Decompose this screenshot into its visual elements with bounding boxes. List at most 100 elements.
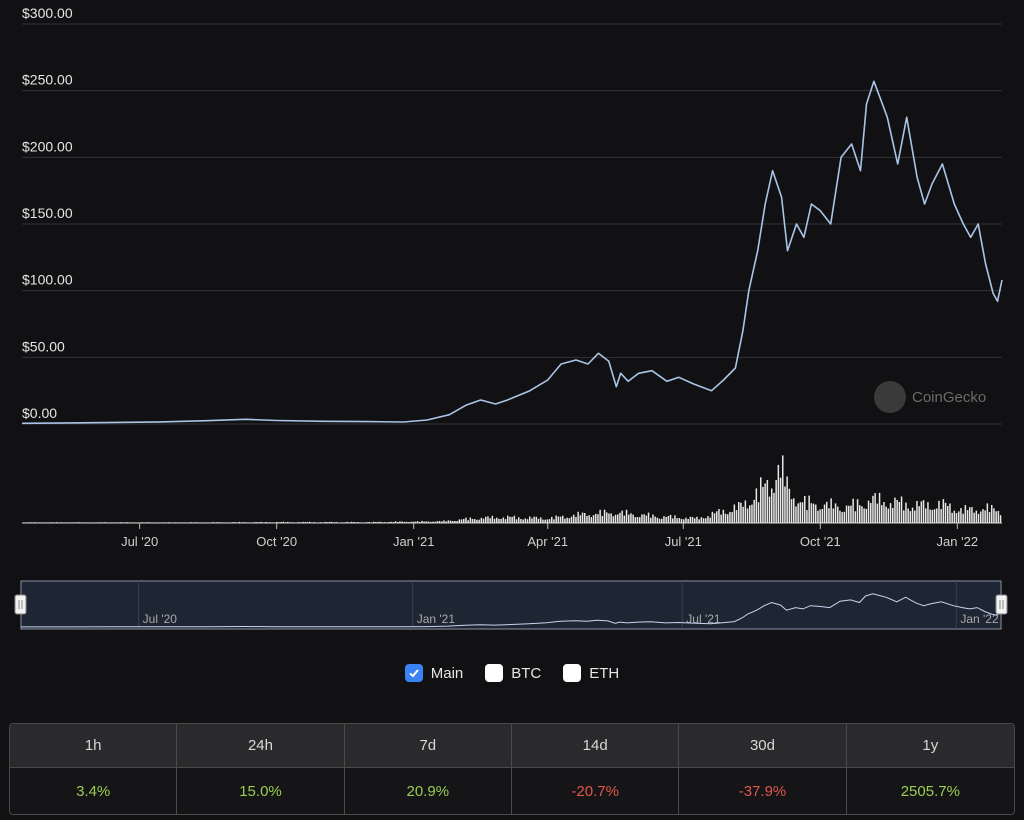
navigator-left-handle[interactable] [14,594,27,615]
volume-bar [320,522,322,523]
volume-bar [672,518,674,523]
navigator-right-handle[interactable] [995,594,1008,615]
volume-bar [628,514,630,523]
volume-bar [940,509,942,523]
legend-label-eth: ETH [589,664,620,682]
volume-bar [986,503,989,523]
volume-bar [172,522,175,523]
volume-bar [97,522,100,523]
navigator[interactable]: Jul '20 Jan '21 Jul '21 Jan '22 [14,580,1008,630]
volume-bar [619,512,621,523]
volume-bar [372,521,375,523]
volume-bar [139,522,142,523]
volume-bar [295,522,298,523]
volume-bar [247,522,249,523]
price-line [21,80,1003,425]
volume-bar [579,515,582,523]
volume-bar [903,510,905,523]
volume-bar [650,517,652,523]
volume-bar [56,522,58,523]
volume-bar [163,522,166,523]
volume-bar [346,521,348,523]
volume-bar [262,522,265,523]
performance-table: 1h 24h 7d 14d 30d 1y 3.4% 15.0% 20.9% -2… [9,723,1015,815]
volume-bar [898,502,901,523]
volume-bar [790,499,793,523]
volume-bar [240,522,243,523]
volume-bar [410,521,412,523]
eth-checkbox-icon[interactable] [563,664,582,682]
volume-bar [254,522,256,523]
volume-bar [801,502,804,523]
volume-bar [892,508,894,523]
volume-bar [896,499,898,523]
watermark-text: CoinGecko [912,389,986,406]
volume-bar [784,486,786,523]
volume-bar [854,511,857,523]
volume-bar [89,522,91,523]
volume-bar [502,517,505,523]
volume-bar [445,521,447,523]
volume-bar [434,521,436,523]
volume-bar [458,519,461,523]
volume-bar [630,513,632,523]
volume-bar [590,517,593,523]
volume-bar [124,522,126,523]
volume-bar [999,515,1002,523]
volume-bar [608,513,610,523]
volume-bar [392,522,395,523]
volume-bar [40,522,43,523]
volume-bar [861,506,863,523]
navigator-tick-label: Jan '21 [417,612,456,626]
y-tick-label: $250.00 [22,72,73,88]
main-checkbox-icon[interactable] [404,664,423,682]
price-line-series[interactable] [21,80,1003,425]
volume-bar [685,517,687,523]
x-tick-label: Oct '21 [800,534,841,549]
volume-bar [454,521,456,523]
volume-bar [71,522,73,523]
legend-item-eth[interactable]: ETH [563,664,619,682]
volume-bar [764,483,766,523]
volume-bar [212,522,214,523]
volume-bar [337,522,340,523]
y-tick-label: $50.00 [22,338,65,354]
volume-bar [126,522,128,523]
volume-bar [507,515,509,523]
volume-bar [977,513,980,523]
volume-bar [482,518,485,523]
volume-bar [27,522,29,523]
price-chart[interactable]: $300.00 $250.00 $200.00 $150.00 $100.00 $50.0… [0,0,1024,650]
volume-bar [379,521,381,523]
grid-lines [22,23,1002,425]
volume-bar [137,522,139,523]
volume-bar [67,522,69,523]
volume-bar [887,508,890,523]
volume-bar [511,516,513,523]
volume-bar [643,514,645,523]
navigator-tick-label: Jul '21 [686,612,721,626]
legend-item-btc[interactable]: BTC [485,664,541,682]
volume-bar [955,513,958,523]
volume-bar [500,519,502,523]
volume-bar [841,512,843,523]
volume-bar [641,514,643,523]
volume-bar [691,517,694,523]
volume-bar [933,509,936,523]
volume-bar [804,496,806,523]
volume-bar [317,522,320,523]
volume-bar [135,522,137,523]
volume-bar [265,522,267,523]
volume-bar [663,516,665,523]
volume-bar [236,522,238,523]
volume-bar [872,495,874,523]
legend-item-main[interactable]: Main [404,664,463,682]
volume-bar [821,509,824,523]
volume-bar [170,522,172,523]
volume-bar [698,519,700,523]
volume-bar [907,508,909,523]
volume-bar [133,522,135,523]
volume-bar [843,511,846,523]
btc-checkbox-icon[interactable] [485,664,504,682]
volume-bar [993,508,995,523]
